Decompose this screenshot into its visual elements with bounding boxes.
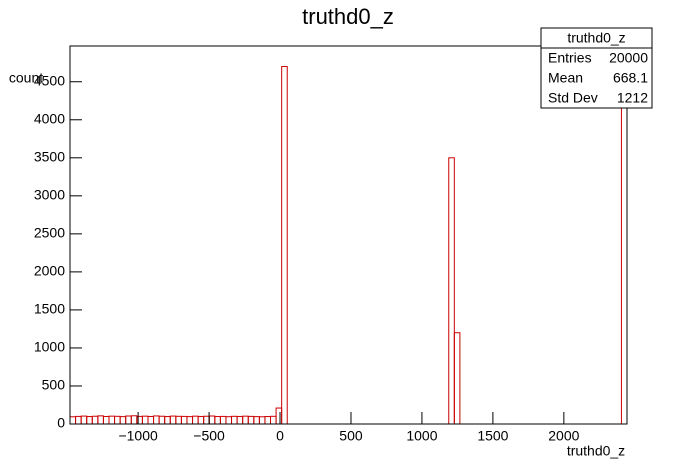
chart-title: truthd0_z	[302, 4, 394, 29]
x-tick-label: −500	[193, 428, 225, 444]
stats-value: 668.1	[613, 70, 648, 86]
stats-label: Entries	[548, 50, 592, 66]
stats-label: Std Dev	[548, 90, 598, 106]
y-tick-label: 1000	[34, 339, 65, 355]
stats-value: 20000	[609, 50, 648, 66]
y-tick-label: 4500	[34, 72, 65, 88]
stats-label: Mean	[548, 70, 583, 86]
x-axis-label: truthd0_z	[567, 443, 625, 459]
y-tick-label: 500	[42, 377, 66, 393]
y-tick-label: 0	[57, 415, 65, 431]
plot-frame	[69, 45, 628, 425]
y-tick-label: 1500	[34, 301, 65, 317]
y-tick-label: 2000	[34, 263, 65, 279]
y-tick-label: 3000	[34, 187, 65, 203]
y-tick-label: 4000	[34, 110, 65, 126]
x-tick-label: −1000	[118, 428, 158, 444]
y-tick-label: 3500	[34, 149, 65, 165]
stats-value: 1212	[617, 90, 648, 106]
stats-box	[540, 27, 653, 109]
x-tick-label: 0	[276, 428, 284, 444]
y-tick-label: 2500	[34, 225, 65, 241]
x-tick-label: 2000	[548, 428, 579, 444]
x-tick-label: 500	[339, 428, 363, 444]
stats-title: truthd0_z	[567, 30, 625, 46]
x-tick-label: 1500	[477, 428, 508, 444]
x-tick-label: 1000	[406, 428, 437, 444]
y-axis-label: count	[9, 70, 43, 86]
